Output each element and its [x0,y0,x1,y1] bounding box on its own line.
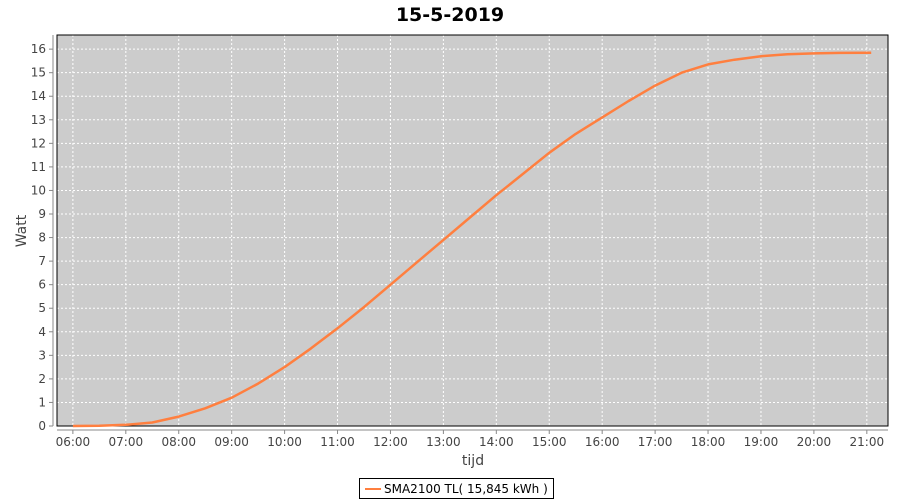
y-tick-label: 2 [38,372,46,386]
y-tick-label: 13 [31,113,46,127]
y-tick-label: 11 [31,160,46,174]
x-tick-label: 18:00 [691,435,726,449]
x-tick-label: 15:00 [532,435,567,449]
y-tick-label: 8 [38,231,46,245]
y-tick-label: 0 [38,419,46,433]
chart-title: 15-5-2019 [395,4,505,26]
x-tick-label: 09:00 [214,435,249,449]
series-line [72,51,872,428]
y-tick-label: 9 [38,207,46,221]
y-tick-label: 14 [31,89,46,103]
x-tick-label: 20:00 [797,435,832,449]
y-tick-label: 7 [38,254,46,268]
x-tick-label: 10:00 [267,435,302,449]
y-tick-label: 15 [31,66,46,80]
x-tick-label: 13:00 [426,435,461,449]
y-tick-label: 12 [31,136,46,150]
x-tick-label: 08:00 [161,435,196,449]
legend: SMA2100 TL( 15,845 kWh ) [359,478,554,499]
x-tick-label: 06:00 [56,435,91,449]
y-tick-label: 4 [38,325,46,339]
plot-border [56,34,889,427]
x-tick-label: 17:00 [638,435,673,449]
x-axis-label: tijd [462,453,484,469]
y-tick-label: 10 [31,183,46,197]
legend-label: SMA2100 TL( 15,845 kWh ) [384,481,548,496]
x-tick-label: 12:00 [373,435,408,449]
legend-swatch [365,487,381,490]
y-tick-label: 5 [38,301,46,315]
y-axis-label: Watt [14,214,30,247]
x-tick-label: 07:00 [109,435,144,449]
plot-background [57,35,888,426]
x-tick-label: 11:00 [320,435,355,449]
y-tick-label: 6 [38,278,46,292]
y-tick-label: 3 [38,348,46,362]
x-tick-label: 14:00 [479,435,514,449]
x-tick-label: 16:00 [585,435,620,449]
x-tick-label: 19:00 [744,435,779,449]
y-tick-label: 16 [31,42,46,56]
x-tick-label: 21:00 [850,435,885,449]
y-tick-label: 1 [38,395,46,409]
